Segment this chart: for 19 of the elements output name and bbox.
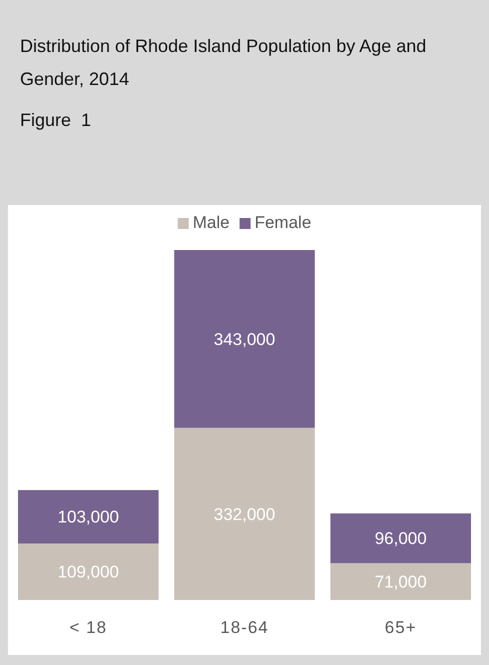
x-tick-label: < 18 <box>70 618 108 637</box>
bar <box>18 490 159 544</box>
bar <box>18 543 159 600</box>
chart-subtitle: Figure 1 <box>20 110 92 131</box>
legend-label: Male <box>192 213 230 232</box>
data-label: 103,000 <box>58 508 120 527</box>
bar <box>174 428 315 600</box>
bar <box>174 250 315 428</box>
data-label: 109,000 <box>58 562 120 582</box>
chart-title: Distribution of Rhode Island Population by Age and Gender, 2014 <box>20 35 428 91</box>
data-label: 96,000 <box>374 529 427 548</box>
bar <box>330 563 471 600</box>
x-tick-label: 65+ <box>384 618 417 637</box>
bar <box>330 513 471 564</box>
data-label: 332,000 <box>214 504 276 524</box>
data-label: 343,000 <box>214 330 276 349</box>
legend-label: Female <box>254 213 312 232</box>
x-tick-label: 18-64 <box>220 618 269 637</box>
data-label: 71,000 <box>374 572 427 592</box>
